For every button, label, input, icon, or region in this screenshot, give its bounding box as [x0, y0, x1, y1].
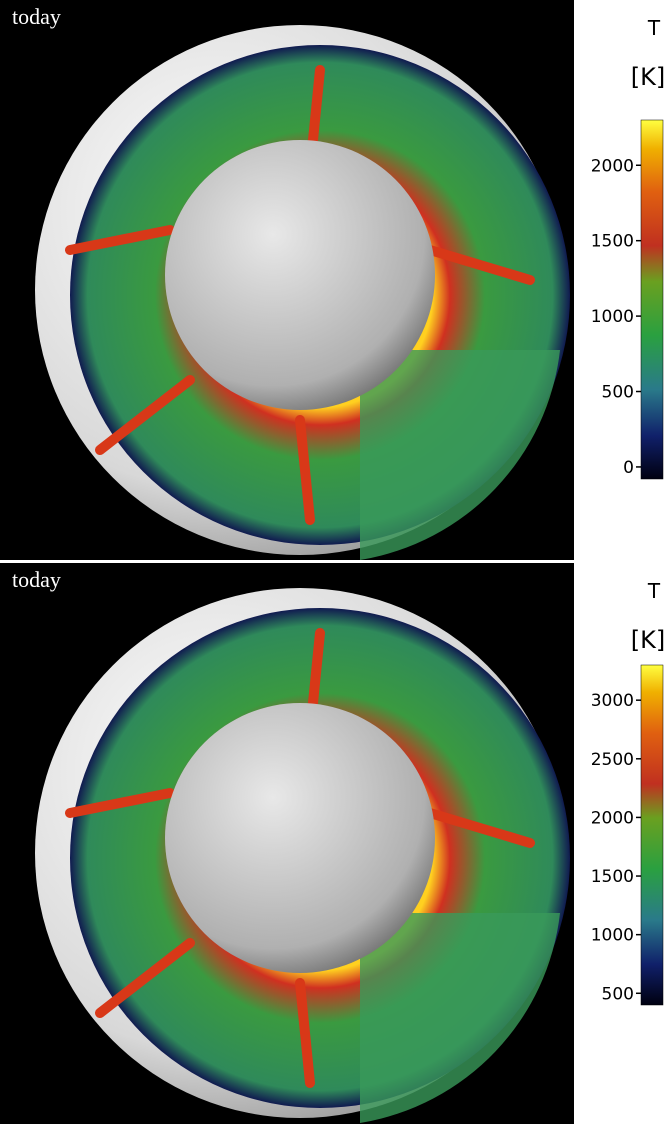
- colorbar-tick-label: 1000: [591, 926, 634, 946]
- colorbar-unit: [K]: [631, 626, 665, 654]
- colorbar: [641, 665, 663, 1005]
- colorbar-tick-label: 500: [602, 383, 634, 403]
- colorbar-tick-label: 2000: [591, 808, 634, 828]
- colorbar-unit: [K]: [631, 63, 665, 91]
- colorbar-tick-label: 1500: [591, 867, 634, 887]
- colorbar-tick-label: 1000: [591, 307, 634, 327]
- colorbar-tick-label: 3000: [591, 691, 634, 711]
- colorbar-tick-label: 500: [602, 984, 634, 1004]
- panel-label: today: [12, 567, 61, 592]
- colorbar-tick-label: 2000: [591, 156, 634, 176]
- colorbar-tick-label: 1500: [591, 232, 634, 252]
- colorbar: [641, 120, 663, 479]
- colorbar-title: T: [647, 579, 661, 603]
- panel-label: today: [12, 4, 61, 29]
- colorbar-tick-label: 2500: [591, 750, 634, 770]
- colorbar-tick-label: 0: [623, 458, 634, 478]
- figure: today T [K] 0 500 1000 1500 2000 today T [K] 500 100…: [0, 0, 668, 1124]
- colorbar-title: T: [647, 16, 661, 40]
- page: today T [K] 0 500 1000 1500 2000 today T [K] 500 100…: [0, 0, 668, 1124]
- core: [165, 140, 435, 410]
- core: [165, 703, 435, 973]
